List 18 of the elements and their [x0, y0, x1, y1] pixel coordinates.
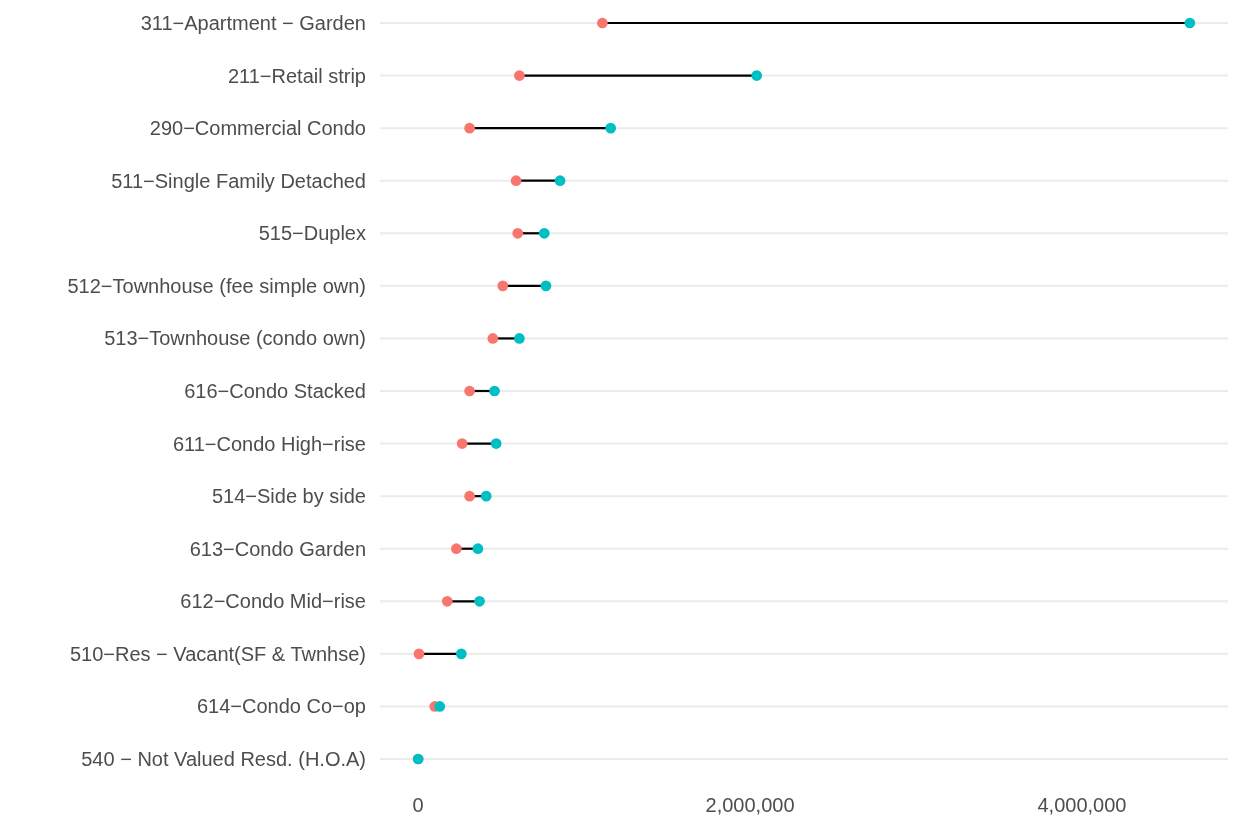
y-tick-label: 512−Townhouse (fee simple own) — [67, 274, 366, 297]
y-tick-label: 513−Townhouse (condo own) — [104, 327, 366, 350]
y-tick-label: 540 − Not Valued Resd. (H.O.A) — [81, 748, 366, 770]
x-tick-label: 0 — [412, 794, 424, 816]
x-tick-label: 2,000,000 — [705, 794, 795, 816]
y-tick-label: 614−Condo Co−op — [196, 695, 366, 718]
y-tick-label: 514−Side by side — [211, 485, 366, 508]
y-tick-label: 611−Condo High−rise — [172, 432, 366, 455]
x-tick-label: 4,000,000 — [1037, 794, 1127, 816]
y-tick-label: 311−Apartment − Garden — [140, 12, 366, 34]
y-tick-label: 211−Retail strip — [227, 64, 366, 87]
y-tick-label: 290−Commercial Condo — [149, 117, 366, 140]
y-tick-label: 515−Duplex — [258, 222, 366, 245]
y-tick-label: 613−Condo Garden — [189, 537, 366, 560]
y-tick-label: 511−Single Family Detached — [111, 169, 366, 192]
y-tick-label: 612−Condo Mid−rise — [180, 590, 366, 613]
y-tick-label: 616−Condo Stacked — [184, 380, 366, 402]
y-tick-label: 510−Res − Vacant(SF & Twnhse) — [69, 642, 366, 665]
